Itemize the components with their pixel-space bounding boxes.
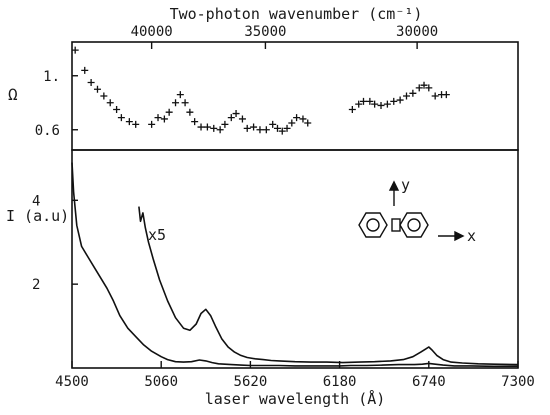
omega-data-point [191,118,199,126]
omega-data-point [113,106,121,113]
omega-data-point [210,124,218,132]
top-tick-group: 1. 0.6 40000 35000 30000 [35,24,438,139]
omega-data-point [232,110,240,118]
omega-data-point [238,115,246,123]
omega-data-point [227,114,235,122]
omega-data-point [125,118,133,126]
x-tick-label: 6180 [323,374,357,390]
right-ring-circle [407,218,421,232]
omega-data-point [87,79,95,86]
bottom-panel-frame [71,149,519,369]
omega-data-point [216,126,224,134]
molecule-inset [358,180,465,242]
omega-data-point [348,106,356,113]
omega-data-point [81,66,89,74]
omega-data-point [359,97,367,105]
left-benzene-ring [358,212,388,238]
omega-data-point [431,92,439,100]
x-tick-label: 5060 [144,374,178,390]
top-axis-title: Two-photon wavenumber (cm⁻¹) [170,5,423,23]
bottom-y-axis-label: I (a.u) [6,207,69,225]
omega-data-point [390,97,398,105]
omega-data-point [415,84,423,92]
x-tick-label: 7300 [501,374,535,390]
omega-data-point [396,96,404,104]
omega-data-point [273,124,281,132]
x-tick-label: 6740 [412,374,446,390]
omega-data-point [100,92,108,100]
wavenumber-tick-label: 40000 [131,24,173,40]
omega-data-point [250,123,258,131]
omega-data-point [262,126,270,134]
omega-data-point [299,115,307,123]
omega-data-point [71,46,79,54]
omega-data-point [288,119,296,127]
intensity-curve [71,162,518,368]
omega-data-point [377,101,385,109]
omega-data-point [176,91,184,99]
omega-data-point [269,120,277,128]
right-benzene-ring [399,212,429,238]
omega-data-point [181,99,189,107]
intensity-lines-group [71,162,519,368]
omega-data-point [366,97,374,105]
omega-data-point [132,120,140,128]
inset-x-label: x [467,227,476,245]
omega-data-point [243,124,251,132]
x5-annotation: x5 [148,226,166,244]
omega-data-point [172,99,180,107]
omega-data-point [278,127,286,135]
inset-y-label: y [401,176,410,194]
x-tick-label: 4500 [55,374,89,390]
omega-data-point [383,100,391,108]
wavenumber-tick-label: 35000 [244,24,286,40]
top-y-axis-label: Ω [8,85,18,104]
omega-data-point [154,114,162,122]
omega-data-point [409,89,417,97]
omega-data-point [186,108,194,116]
omega-data-point [442,91,450,99]
omega-data-point [160,115,168,123]
omega-data-point [197,123,205,131]
omega-data-point [403,92,410,100]
omega-data-point [256,126,264,134]
intensity-curve-x5 [138,206,519,366]
omega-data-point [106,99,114,107]
omega-tick-label: 1. [43,69,60,85]
top-panel-frame [71,41,519,151]
omega-data-point [355,100,363,108]
omega-data-point [203,123,211,131]
omega-data-point [165,108,173,116]
omega-data-point [283,124,291,132]
y-tick-label: 4 [32,193,40,209]
x-arrow-head-icon [454,230,465,242]
four-membered-ring [391,218,401,232]
bottom-x-axis-label: laser wavelength (Å) [205,389,386,408]
bottom-tick-group: 4500 5060 5620 6180 6740 7300 2 4 [32,193,535,390]
omega-data-point [371,100,379,108]
omega-data-point [221,120,229,128]
x-tick-label: 5620 [234,374,268,390]
left-ring-circle [366,218,380,232]
omega-tick-label: 0.6 [35,123,60,139]
wavenumber-tick-label: 30000 [396,24,438,40]
omega-data-point [148,120,156,128]
omega-data-point [117,114,125,122]
omega-data-point [420,81,428,89]
omega-data-point [304,119,312,127]
omega-points-group [71,46,450,135]
omega-data-point [425,84,433,92]
omega-data-point [293,114,301,122]
y-arrow-head-icon [388,180,400,191]
y-tick-label: 2 [32,277,40,293]
omega-data-point [93,85,101,93]
